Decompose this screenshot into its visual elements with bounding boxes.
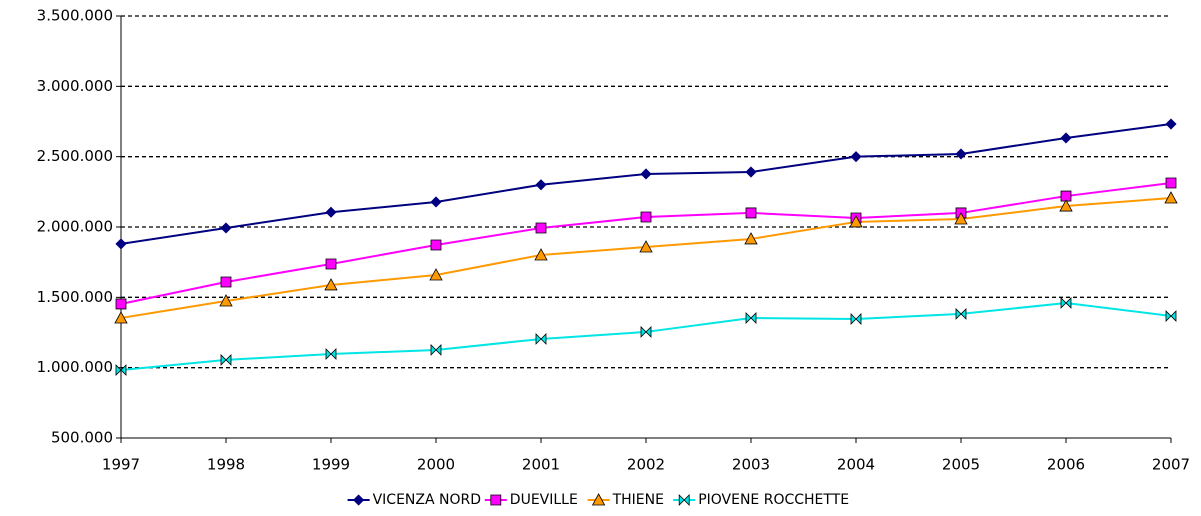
marker [114,311,128,324]
marker [1060,296,1072,309]
marker [430,343,442,356]
marker [490,494,502,506]
marker [325,206,337,218]
marker [115,298,127,310]
marker [325,258,337,270]
marker [640,325,652,338]
marker [1165,177,1177,189]
y-tick-label: 1.500.000 [37,288,113,306]
marker [220,276,232,288]
marker [640,168,652,180]
marker [591,493,606,506]
x-tick-label: 1998 [207,456,245,474]
marker [744,232,758,245]
marker [534,248,548,261]
y-tick-label: 2.500.000 [37,147,113,165]
x-tick-label: 2005 [942,456,980,474]
marker [429,268,443,281]
legend-label: VICENZA NORD [373,492,481,508]
marker [1164,191,1178,204]
y-tick-label: 3.500.000 [37,7,113,25]
marker [678,494,690,506]
marker [219,294,233,307]
marker [955,307,967,320]
marker [115,364,127,377]
marker [850,313,862,325]
x-tick-label: 2006 [1047,456,1085,474]
marker [535,333,547,345]
x-tick-label: 2004 [837,456,875,474]
x-tick-label: 1999 [312,456,350,474]
y-tick-label: 500.000 [51,429,113,447]
series-line [120,123,1172,245]
x-tick-label: 2000 [417,456,455,474]
marker [745,166,757,178]
marker [850,151,862,163]
marker [220,222,232,234]
marker [1059,199,1073,212]
marker [1060,190,1072,202]
marker [955,148,967,160]
marker [1165,310,1177,323]
marker [220,353,232,366]
marker [954,212,968,225]
marker [745,312,757,324]
marker [325,348,337,360]
series-line [120,301,1172,372]
marker [849,215,863,228]
y-tick-label: 1.000.000 [37,358,113,376]
legend-label: PIOVENE ROCCHETTE [698,492,849,508]
marker [115,238,127,250]
marker [745,207,757,219]
legend-label: DUEVILLE [510,492,578,508]
marker [639,240,653,253]
x-tick-label: 2003 [732,456,770,474]
x-tick-label: 2002 [627,456,665,474]
y-tick-label: 3.000.000 [37,77,113,95]
marker [535,222,547,234]
marker [640,211,652,223]
marker [1165,118,1177,130]
marker [430,239,442,251]
marker [535,179,547,191]
marker [324,278,338,291]
legend-label: THIENE [612,492,664,508]
legend: VICENZA NORD DUEVILLE THIENE PIOVENE ROCCHE… [347,492,849,508]
marker [430,196,442,208]
x-tick-label: 2001 [522,456,560,474]
marker [1060,132,1072,144]
y-tick-label: 2.000.000 [37,218,113,236]
x-tick-label: 1997 [102,456,140,474]
marker [353,494,365,506]
x-tick-label: 2007 [1152,456,1190,474]
